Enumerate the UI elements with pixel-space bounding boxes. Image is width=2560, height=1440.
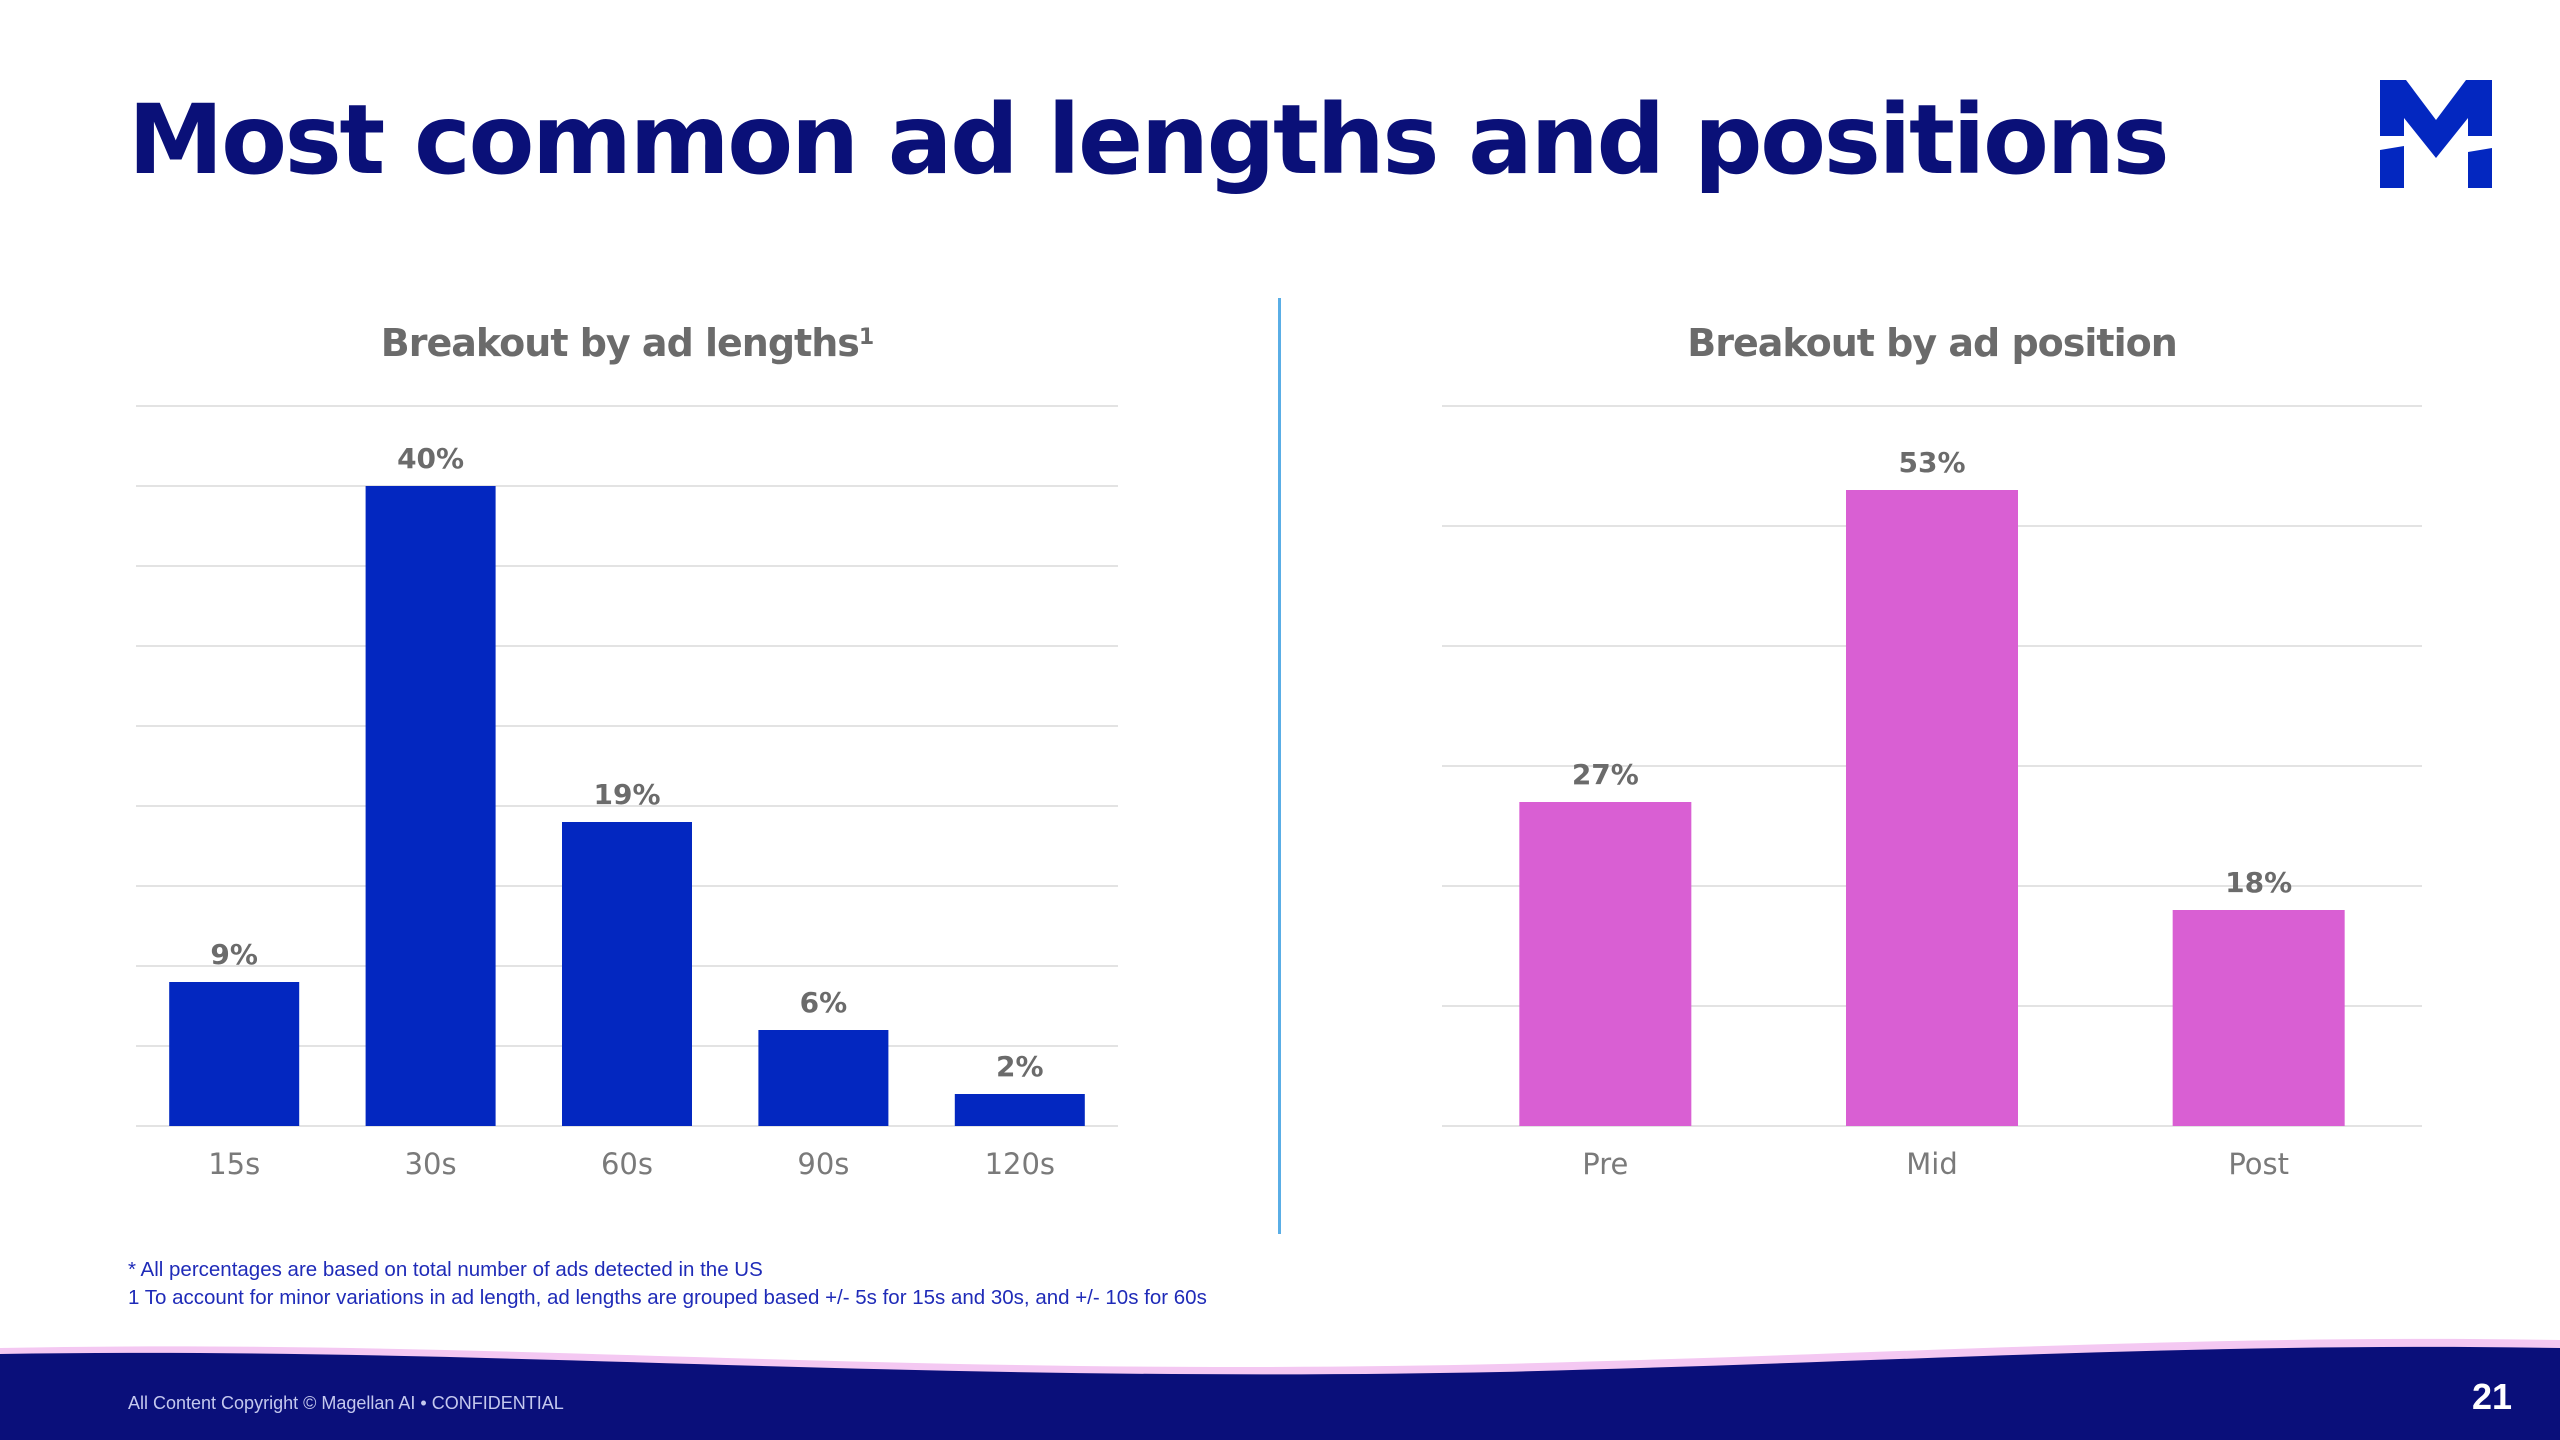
chart-2-bar — [2172, 910, 2345, 1126]
footnote-ad-length-grouping: 1 To account for minor variations in ad … — [128, 1286, 1207, 1309]
chart-1-tick-label: 90s — [797, 1147, 849, 1181]
chart-1-data-label: 40% — [397, 442, 464, 475]
copyright-notice: All Content Copyright © Magellan AI • CO… — [128, 1393, 564, 1413]
chart-1-tick-label: 30s — [405, 1147, 457, 1181]
chart-1-bar — [562, 822, 692, 1126]
chart-1-data-label: 2% — [996, 1050, 1044, 1083]
chart-1-title-superscript: 1 — [859, 325, 873, 350]
magellan-m-logo — [2380, 80, 2492, 188]
chart-1-title: Breakout by ad lengths1 — [381, 321, 873, 365]
chart-2-data-label: 18% — [2225, 866, 2292, 899]
chart-1-tick-label: 120s — [985, 1147, 1055, 1181]
chart-1-tick-label: 60s — [601, 1147, 653, 1181]
chart-2-data-label: 27% — [1572, 758, 1639, 791]
chart-2-data-label: 53% — [1898, 446, 1965, 479]
page-title: Most common ad lengths and positions — [128, 84, 2170, 196]
chart-2-tick-label: Mid — [1906, 1147, 1958, 1181]
chart-1-bar — [365, 486, 496, 1126]
chart-2-title: Breakout by ad position — [1687, 321, 2177, 365]
chart-1-data-label: 9% — [210, 938, 258, 971]
chart-1-data-label: 19% — [593, 778, 660, 811]
footnotes: * All percentages are based on total num… — [128, 1256, 1207, 1312]
page-number: 21 — [2471, 1376, 2512, 1417]
chart-2-tick-label: Pre — [1582, 1147, 1628, 1181]
chart-1-tick-label: 15s — [208, 1147, 260, 1181]
chart-divider — [1278, 298, 1281, 1234]
chart-1-bar — [169, 982, 300, 1126]
chart-1-bar — [758, 1030, 889, 1126]
chart-2-bar — [1519, 802, 1692, 1126]
footer-band — [0, 1338, 2560, 1440]
chart-1-bar — [954, 1094, 1085, 1126]
footnote-all-percentages: * All percentages are based on total num… — [128, 1258, 763, 1281]
chart-2-bar — [1846, 490, 2018, 1126]
chart-1-data-label: 6% — [800, 986, 848, 1019]
chart-2-tick-label: Post — [2228, 1147, 2289, 1181]
